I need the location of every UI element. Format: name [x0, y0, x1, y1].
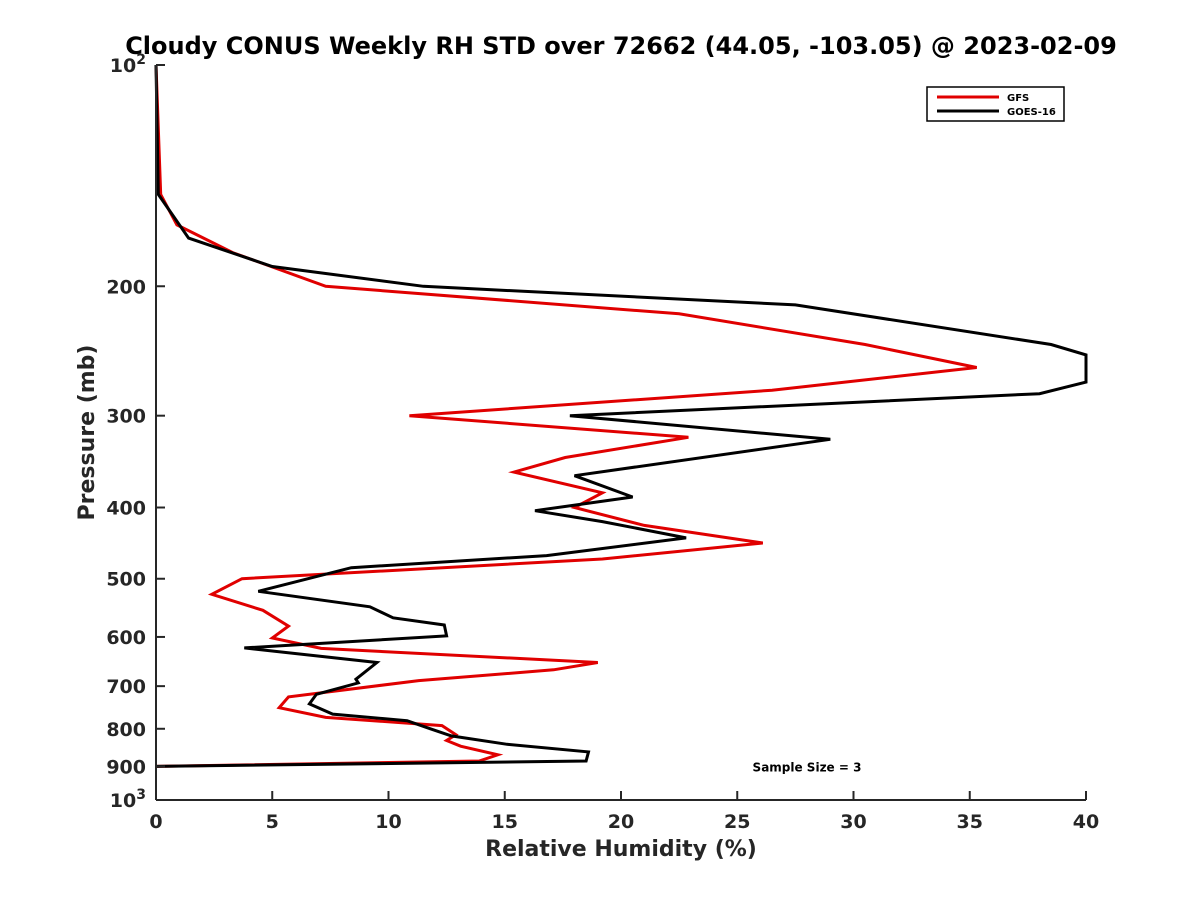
x-tick-label: 30: [840, 811, 866, 833]
annotations: Sample Size = 3: [753, 760, 862, 774]
series-line-gfs: [154, 64, 978, 768]
y-tick-label: 400: [106, 498, 146, 520]
x-tick-label: 15: [492, 811, 518, 833]
legend-label: GFS: [1007, 93, 1029, 104]
x-tick-label: 10: [375, 811, 401, 833]
y-tick-label: 103: [110, 787, 146, 812]
y-tick-label: 600: [106, 627, 146, 649]
plot-series: [154, 64, 1088, 768]
x-tick-label: 0: [149, 811, 162, 833]
y-tick-label: 700: [106, 676, 146, 698]
x-tick-label: 20: [608, 811, 634, 833]
x-tick-label: 35: [957, 811, 983, 833]
chart-title: Cloudy CONUS Weekly RH STD over 72662 (4…: [125, 32, 1117, 60]
x-axis-label: Relative Humidity (%): [485, 837, 757, 862]
legend: GFS GOES-16: [926, 86, 1065, 122]
x-tick-label: 40: [1073, 811, 1099, 833]
series-line-goes-16: [154, 64, 1088, 768]
y-tick-label: 200: [106, 276, 146, 298]
y-tick-label: 102: [110, 52, 146, 77]
axes: 0 5 10 15 20 25 30 35 40 102 200 300 400 500 600 700 800…: [106, 52, 1099, 833]
legend-box: [926, 86, 1065, 122]
y-tick-label: 800: [106, 719, 146, 741]
sample-size-annotation: Sample Size = 3: [753, 760, 862, 774]
x-tick-label: 25: [724, 811, 750, 833]
y-tick-label: 300: [106, 406, 146, 428]
y-tick-label: 900: [106, 756, 146, 778]
x-tick-label: 5: [266, 811, 279, 833]
legend-label: GOES-16: [1007, 107, 1056, 118]
y-tick-label: 500: [106, 569, 146, 591]
y-axis-label: Pressure (mb): [75, 345, 100, 521]
